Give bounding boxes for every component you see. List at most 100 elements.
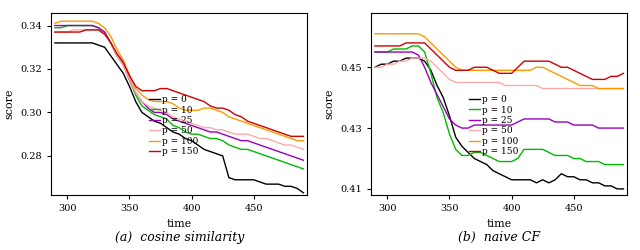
p = 100 [557,75,565,78]
p = 0 [383,63,391,66]
p = 25 [95,26,102,29]
p = 10 [620,163,627,166]
p = 0 [219,154,227,158]
p = 10 [163,118,171,120]
p = 150 [194,98,202,101]
p = 150 [144,89,152,92]
p = 25 [287,154,295,158]
p = 25 [390,50,397,53]
p = 100 [200,106,208,110]
p = 0 [514,178,522,181]
p = 10 [383,50,391,53]
p = 150 [489,69,497,72]
p = 10 [607,163,615,166]
p = 50 [63,30,71,34]
p = 10 [371,50,379,53]
p = 50 [433,66,441,69]
p = 10 [256,152,264,155]
p = 100 [502,69,509,72]
p = 50 [256,137,264,140]
p = 50 [371,66,379,69]
p = 0 [402,57,410,60]
p = 100 [262,128,270,131]
p = 10 [452,148,460,151]
p = 50 [212,128,220,131]
p = 150 [551,63,559,66]
p = 150 [244,120,252,123]
p = 10 [51,26,59,29]
p = 100 [207,106,214,110]
Legend: p = 0, p = 10, p = 25, p = 50, p = 100, p = 150: p = 0, p = 10, p = 25, p = 50, p = 100, … [465,92,522,160]
p = 25 [138,100,146,103]
p = 25 [545,118,553,120]
p = 100 [194,109,202,112]
p = 10 [207,137,214,140]
p = 100 [390,32,397,35]
p = 0 [194,144,202,146]
p = 0 [390,60,397,63]
p = 10 [225,144,233,146]
p = 150 [82,28,90,32]
p = 50 [88,28,96,32]
p = 10 [194,133,202,136]
p = 100 [378,32,385,35]
p = 10 [138,104,146,108]
p = 0 [63,42,71,44]
p = 50 [150,106,158,110]
p = 25 [51,24,59,27]
p = 25 [440,105,447,108]
p = 10 [287,163,295,166]
p = 50 [502,84,509,87]
p = 0 [532,181,540,184]
p = 50 [58,30,65,34]
p = 10 [169,124,177,127]
p = 50 [132,92,140,94]
p = 0 [470,157,478,160]
p = 0 [607,184,615,188]
p = 50 [495,81,503,84]
p = 50 [557,87,565,90]
p = 50 [293,146,301,149]
p = 0 [545,181,553,184]
p = 10 [182,130,189,134]
p = 50 [144,104,152,108]
p = 10 [483,154,491,157]
p = 0 [169,130,177,134]
p = 150 [564,66,572,69]
Y-axis label: score: score [325,88,335,119]
p = 10 [576,157,584,160]
Text: (b)  naive CF: (b) naive CF [458,231,540,244]
p = 10 [527,148,534,151]
p = 25 [427,81,435,84]
p = 25 [402,50,410,53]
p = 10 [489,157,497,160]
p = 10 [551,154,559,157]
p = 10 [477,151,484,154]
p = 25 [107,42,115,44]
p = 10 [275,159,282,162]
p = 50 [275,141,282,144]
p = 100 [256,126,264,129]
p = 25 [194,126,202,129]
p = 50 [225,130,233,134]
p = 150 [70,30,77,34]
Line: p = 100: p = 100 [55,21,303,141]
p = 50 [601,87,609,90]
p = 10 [378,50,385,53]
p = 25 [70,24,77,27]
p = 25 [532,118,540,120]
p = 10 [557,154,565,157]
p = 100 [470,69,478,72]
p = 25 [120,63,127,66]
p = 100 [76,20,84,23]
p = 50 [70,28,77,32]
p = 100 [163,100,171,103]
p = 150 [433,54,441,56]
Line: p = 50: p = 50 [55,30,303,150]
p = 100 [483,69,491,72]
p = 25 [125,78,133,81]
p = 0 [70,42,77,44]
p = 10 [70,24,77,27]
p = 100 [281,135,289,138]
p = 150 [601,78,609,81]
